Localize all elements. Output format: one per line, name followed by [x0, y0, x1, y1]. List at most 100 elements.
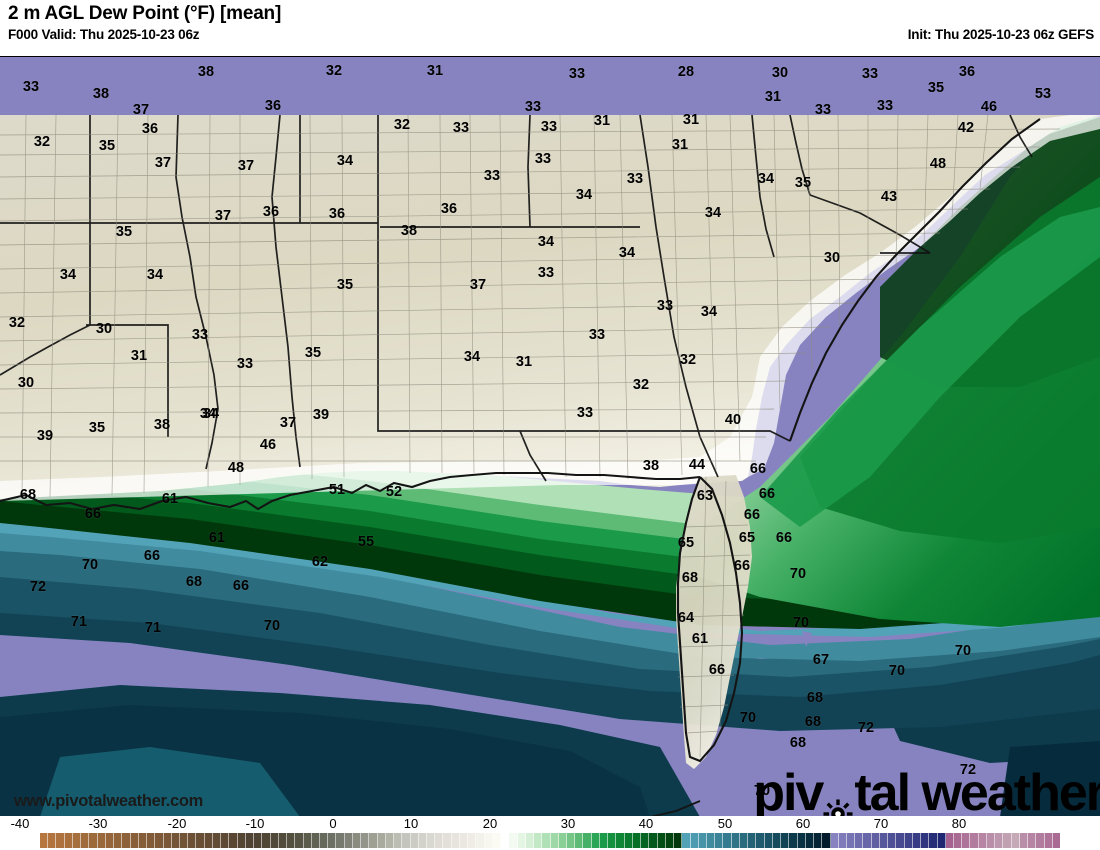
colorbar-swatch: [303, 833, 312, 848]
colorbar-swatch: [805, 833, 815, 848]
colorbar-swatch: [245, 833, 255, 848]
colorbar-swatch: [789, 833, 798, 848]
colorbar-swatch: [921, 833, 930, 848]
colorbar-swatch: [1003, 833, 1012, 848]
colorbar-swatch: [287, 833, 296, 848]
contour-atlantic-bright: [760, 207, 1100, 527]
contour-teal-band-2: [0, 577, 1100, 725]
colorbar-swatch: [665, 833, 675, 848]
colorbar-swatch: [674, 833, 683, 848]
colorbar-swatch: [690, 833, 699, 848]
colorbar-swatch: [402, 833, 411, 848]
colorbar-swatch: [838, 833, 847, 848]
gear-sun-icon: [823, 782, 853, 817]
colorbar-swatch: [385, 833, 395, 848]
colorbar-swatch: [937, 833, 946, 848]
colorbar-swatch: [147, 833, 156, 848]
colorbar-swatch: [591, 833, 600, 848]
colorbar-swatch: [706, 833, 716, 848]
colorbar-swatch: [369, 833, 378, 848]
colorbar-swatch: [295, 833, 304, 848]
colorbar-swatch: [649, 833, 658, 848]
colorbar-tick-label: 20: [482, 816, 498, 831]
state-borders: [0, 114, 1033, 482]
colorbar-swatch: [657, 833, 666, 848]
county-borders: [0, 114, 1061, 758]
colorbar-swatch: [56, 833, 65, 848]
colorbar-swatch: [476, 833, 485, 848]
colorbar-tick-label: 70: [873, 816, 889, 831]
colorbar-swatch: [72, 833, 82, 848]
colorbar-swatch: [986, 833, 996, 848]
colorbar-swatch: [89, 833, 98, 848]
colorbar-swatch: [558, 833, 567, 848]
colorbar-swatch: [278, 833, 288, 848]
colorbar-swatch: [40, 833, 49, 848]
colorbar-tick-label: 0: [329, 816, 337, 831]
colorbar-swatch: [484, 833, 493, 848]
colorbar-swatch: [1044, 833, 1053, 848]
colorbar-swatch: [418, 833, 428, 848]
colorbar-swatch: [212, 833, 222, 848]
colorbar-swatch: [739, 833, 749, 848]
colorbar-tick-label: 60: [795, 816, 811, 831]
contour-teal-band-3: [0, 613, 1100, 731]
colorbar-swatch: [188, 833, 197, 848]
colorbar-swatch: [879, 833, 889, 848]
colorbar-tick-label: 30: [560, 816, 576, 831]
colorbar[interactable]: -40 -30 -20 -10 0 10 20 30 40 50 60 70 80: [0, 816, 1100, 850]
colorbar-swatch: [542, 833, 551, 848]
weather-map-canvas[interactable]: 33 38 37 36 38 36 32 35 37 37 34 32 31 33 28 30 31 33 33 33…: [0, 56, 1100, 817]
colorbar-swatch: [459, 833, 469, 848]
colorbar-swatch: [822, 833, 831, 848]
colorbar-swatch: [64, 833, 73, 848]
contour-teal-blob-left: [40, 747, 300, 817]
coastline: [0, 118, 1041, 817]
colorbar-swatch: [781, 833, 790, 848]
colorbar-swatch: [196, 833, 205, 848]
colorbar-swatch: [632, 833, 642, 848]
colorbar-swatch: [871, 833, 880, 848]
land-florida: [676, 475, 752, 769]
colorbar-swatch: [336, 833, 345, 848]
colorbar-swatch: [912, 833, 922, 848]
colorbar-swatch: [468, 833, 477, 848]
colorbar-swatch: [616, 833, 625, 848]
colorbar-swatch: [163, 833, 172, 848]
colorbar-swatch: [394, 833, 403, 848]
colorbar-swatch: [517, 833, 526, 848]
colorbar-swatch: [954, 833, 963, 848]
colorbar-tick-label: -40: [10, 816, 30, 831]
colorbar-swatch: [830, 833, 839, 848]
colorbar-tick-label: 50: [717, 816, 733, 831]
colorbar-swatch: [328, 833, 337, 848]
colorbar-swatch: [229, 833, 238, 848]
colorbar-swatch: [270, 833, 279, 848]
colorbar-gradient[interactable]: [40, 833, 1061, 848]
colorbar-swatch: [534, 833, 543, 848]
colorbar-swatch: [155, 833, 164, 848]
colorbar-swatch: [410, 833, 419, 848]
colorbar-swatch: [846, 833, 856, 848]
colorbar-swatch: [443, 833, 452, 848]
colorbar-swatch: [772, 833, 782, 848]
colorbar-swatch: [797, 833, 806, 848]
contour-dark-right-2: [1000, 741, 1100, 817]
colorbar-swatch: [509, 833, 518, 848]
colorbar-swatch: [319, 833, 329, 848]
colorbar-swatch: [748, 833, 757, 848]
colorbar-swatch: [731, 833, 740, 848]
colorbar-swatch: [138, 833, 148, 848]
valid-time-label: F000 Valid: Thu 2025-10-23 06z: [8, 27, 200, 42]
colorbar-tick-label: 80: [951, 816, 967, 831]
colorbar-swatch: [377, 833, 386, 848]
colorbar-swatch: [962, 833, 971, 848]
colorbar-swatch: [567, 833, 576, 848]
colorbar-swatch: [1052, 833, 1061, 848]
colorbar-swatch: [929, 833, 938, 848]
artifact-purple: [802, 631, 812, 647]
colorbar-swatch: [262, 833, 271, 848]
colorbar-swatch: [970, 833, 979, 848]
map-header: 2 m AGL Dew Point (°F) [mean] F000 Valid…: [0, 0, 1100, 56]
colorbar-tick-label: 10: [403, 816, 419, 831]
